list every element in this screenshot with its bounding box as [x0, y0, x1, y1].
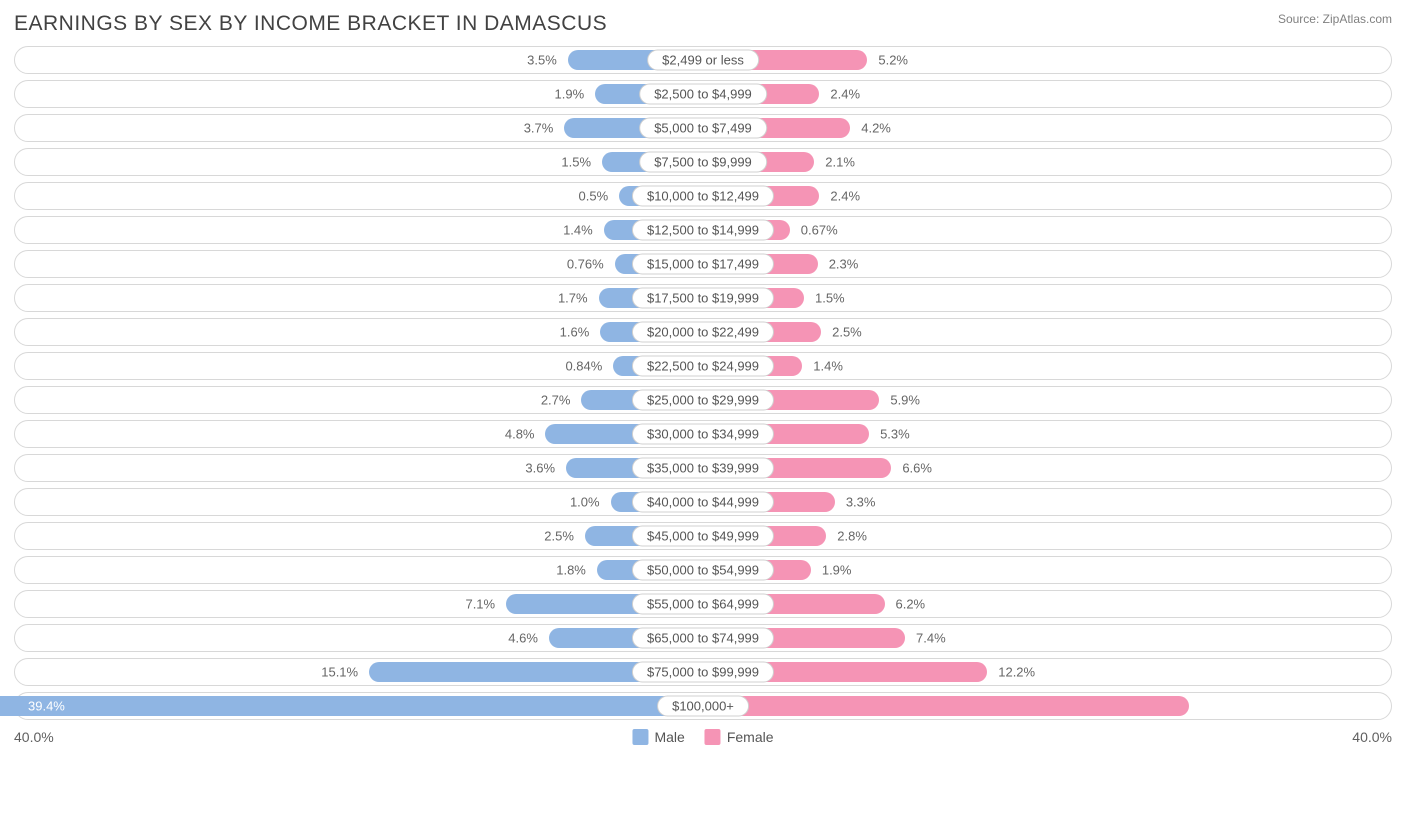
category-pill: $75,000 to $99,999	[632, 662, 774, 683]
source-attribution: Source: ZipAtlas.com	[1278, 12, 1392, 26]
value-label-female: 2.1%	[825, 155, 855, 170]
category-pill: $15,000 to $17,499	[632, 254, 774, 275]
value-label-male: 3.7%	[524, 121, 554, 136]
value-label-female: 7.4%	[916, 631, 946, 646]
value-label-female: 6.6%	[902, 461, 932, 476]
legend: Male Female	[632, 729, 773, 745]
category-pill: $2,500 to $4,999	[639, 84, 767, 105]
value-label-male: 3.5%	[527, 53, 557, 68]
chart-row: 2.5% 2.8% $45,000 to $49,999	[14, 522, 1392, 550]
value-label-female: 2.3%	[829, 257, 859, 272]
chart-row: 3.7% 4.2% $5,000 to $7,499	[14, 114, 1392, 142]
value-label-female: 2.4%	[830, 87, 860, 102]
value-label-male: 1.4%	[563, 223, 593, 238]
value-label-male: 2.7%	[541, 393, 571, 408]
value-label-male: 0.84%	[565, 359, 602, 374]
header: EARNINGS BY SEX BY INCOME BRACKET IN DAM…	[14, 12, 1392, 36]
chart-row: 1.7% 1.5% $17,500 to $19,999	[14, 284, 1392, 312]
diverging-bar-chart: 3.5% 5.2% $2,499 or less 1.9% 2.4% $2,500 to …	[14, 46, 1392, 720]
value-label-female: 12.2%	[998, 665, 1035, 680]
category-pill: $5,000 to $7,499	[639, 118, 767, 139]
value-label-female: 0.67%	[801, 223, 838, 238]
chart-row: 39.4% 24.0% $100,000+	[14, 692, 1392, 720]
chart-row: 0.5% 2.4% $10,000 to $12,499	[14, 182, 1392, 210]
value-label-female: 2.5%	[832, 325, 862, 340]
value-label-female: 5.9%	[890, 393, 920, 408]
chart-row: 0.76% 2.3% $15,000 to $17,499	[14, 250, 1392, 278]
value-label-female: 1.4%	[813, 359, 843, 374]
value-label-male: 3.6%	[525, 461, 555, 476]
chart-row: 1.8% 1.9% $50,000 to $54,999	[14, 556, 1392, 584]
value-label-female: 1.5%	[815, 291, 845, 306]
bar-female	[703, 696, 1189, 716]
value-label-female: 2.8%	[837, 529, 867, 544]
value-label-female: 4.2%	[861, 121, 891, 136]
legend-label-female: Female	[727, 729, 774, 745]
legend-label-male: Male	[654, 729, 684, 745]
value-label-male: 15.1%	[321, 665, 358, 680]
value-label-female: 2.4%	[830, 189, 860, 204]
value-label-female: 5.3%	[880, 427, 910, 442]
value-label-male: 4.6%	[508, 631, 538, 646]
chart-row: 1.5% 2.1% $7,500 to $9,999	[14, 148, 1392, 176]
chart-row: 1.4% 0.67% $12,500 to $14,999	[14, 216, 1392, 244]
legend-item-female: Female	[705, 729, 774, 745]
chart-row: 7.1% 6.2% $55,000 to $64,999	[14, 590, 1392, 618]
category-pill: $25,000 to $29,999	[632, 390, 774, 411]
category-pill: $100,000+	[657, 696, 749, 717]
value-label-female: 1.9%	[822, 563, 852, 578]
value-label-male: 0.76%	[567, 257, 604, 272]
value-label-male: 4.8%	[505, 427, 535, 442]
category-pill: $20,000 to $22,499	[632, 322, 774, 343]
chart-row: 1.6% 2.5% $20,000 to $22,499	[14, 318, 1392, 346]
category-pill: $22,500 to $24,999	[632, 356, 774, 377]
value-label-female: 3.3%	[846, 495, 876, 510]
category-pill: $17,500 to $19,999	[632, 288, 774, 309]
chart-title: EARNINGS BY SEX BY INCOME BRACKET IN DAM…	[14, 12, 607, 36]
category-pill: $12,500 to $14,999	[632, 220, 774, 241]
value-label-male: 1.6%	[560, 325, 590, 340]
value-label-female: 5.2%	[878, 53, 908, 68]
chart-row: 3.6% 6.6% $35,000 to $39,999	[14, 454, 1392, 482]
value-label-male: 1.7%	[558, 291, 588, 306]
category-pill: $55,000 to $64,999	[632, 594, 774, 615]
value-label-male: 1.9%	[555, 87, 585, 102]
axis-max-right: 40.0%	[1352, 729, 1392, 745]
legend-swatch-male	[632, 729, 648, 745]
bar-male	[0, 696, 703, 716]
value-label-female: 24.0%	[1341, 699, 1388, 714]
chart-footer: 40.0% Male Female 40.0%	[14, 726, 1392, 748]
chart-row: 1.9% 2.4% $2,500 to $4,999	[14, 80, 1392, 108]
value-label-male: 39.4%	[18, 699, 65, 714]
value-label-male: 0.5%	[579, 189, 609, 204]
value-label-female: 6.2%	[895, 597, 925, 612]
value-label-male: 1.8%	[556, 563, 586, 578]
category-pill: $10,000 to $12,499	[632, 186, 774, 207]
category-pill: $65,000 to $74,999	[632, 628, 774, 649]
chart-row: 3.5% 5.2% $2,499 or less	[14, 46, 1392, 74]
chart-row: 0.84% 1.4% $22,500 to $24,999	[14, 352, 1392, 380]
axis-max-left: 40.0%	[14, 729, 54, 745]
category-pill: $35,000 to $39,999	[632, 458, 774, 479]
legend-item-male: Male	[632, 729, 684, 745]
chart-row: 15.1% 12.2% $75,000 to $99,999	[14, 658, 1392, 686]
value-label-male: 2.5%	[544, 529, 574, 544]
category-pill: $7,500 to $9,999	[639, 152, 767, 173]
category-pill: $40,000 to $44,999	[632, 492, 774, 513]
category-pill: $2,499 or less	[647, 50, 759, 71]
chart-row: 1.0% 3.3% $40,000 to $44,999	[14, 488, 1392, 516]
category-pill: $50,000 to $54,999	[632, 560, 774, 581]
chart-row: 2.7% 5.9% $25,000 to $29,999	[14, 386, 1392, 414]
value-label-male: 1.0%	[570, 495, 600, 510]
chart-row: 4.6% 7.4% $65,000 to $74,999	[14, 624, 1392, 652]
value-label-male: 1.5%	[561, 155, 591, 170]
value-label-male: 7.1%	[465, 597, 495, 612]
chart-row: 4.8% 5.3% $30,000 to $34,999	[14, 420, 1392, 448]
category-pill: $45,000 to $49,999	[632, 526, 774, 547]
category-pill: $30,000 to $34,999	[632, 424, 774, 445]
legend-swatch-female	[705, 729, 721, 745]
